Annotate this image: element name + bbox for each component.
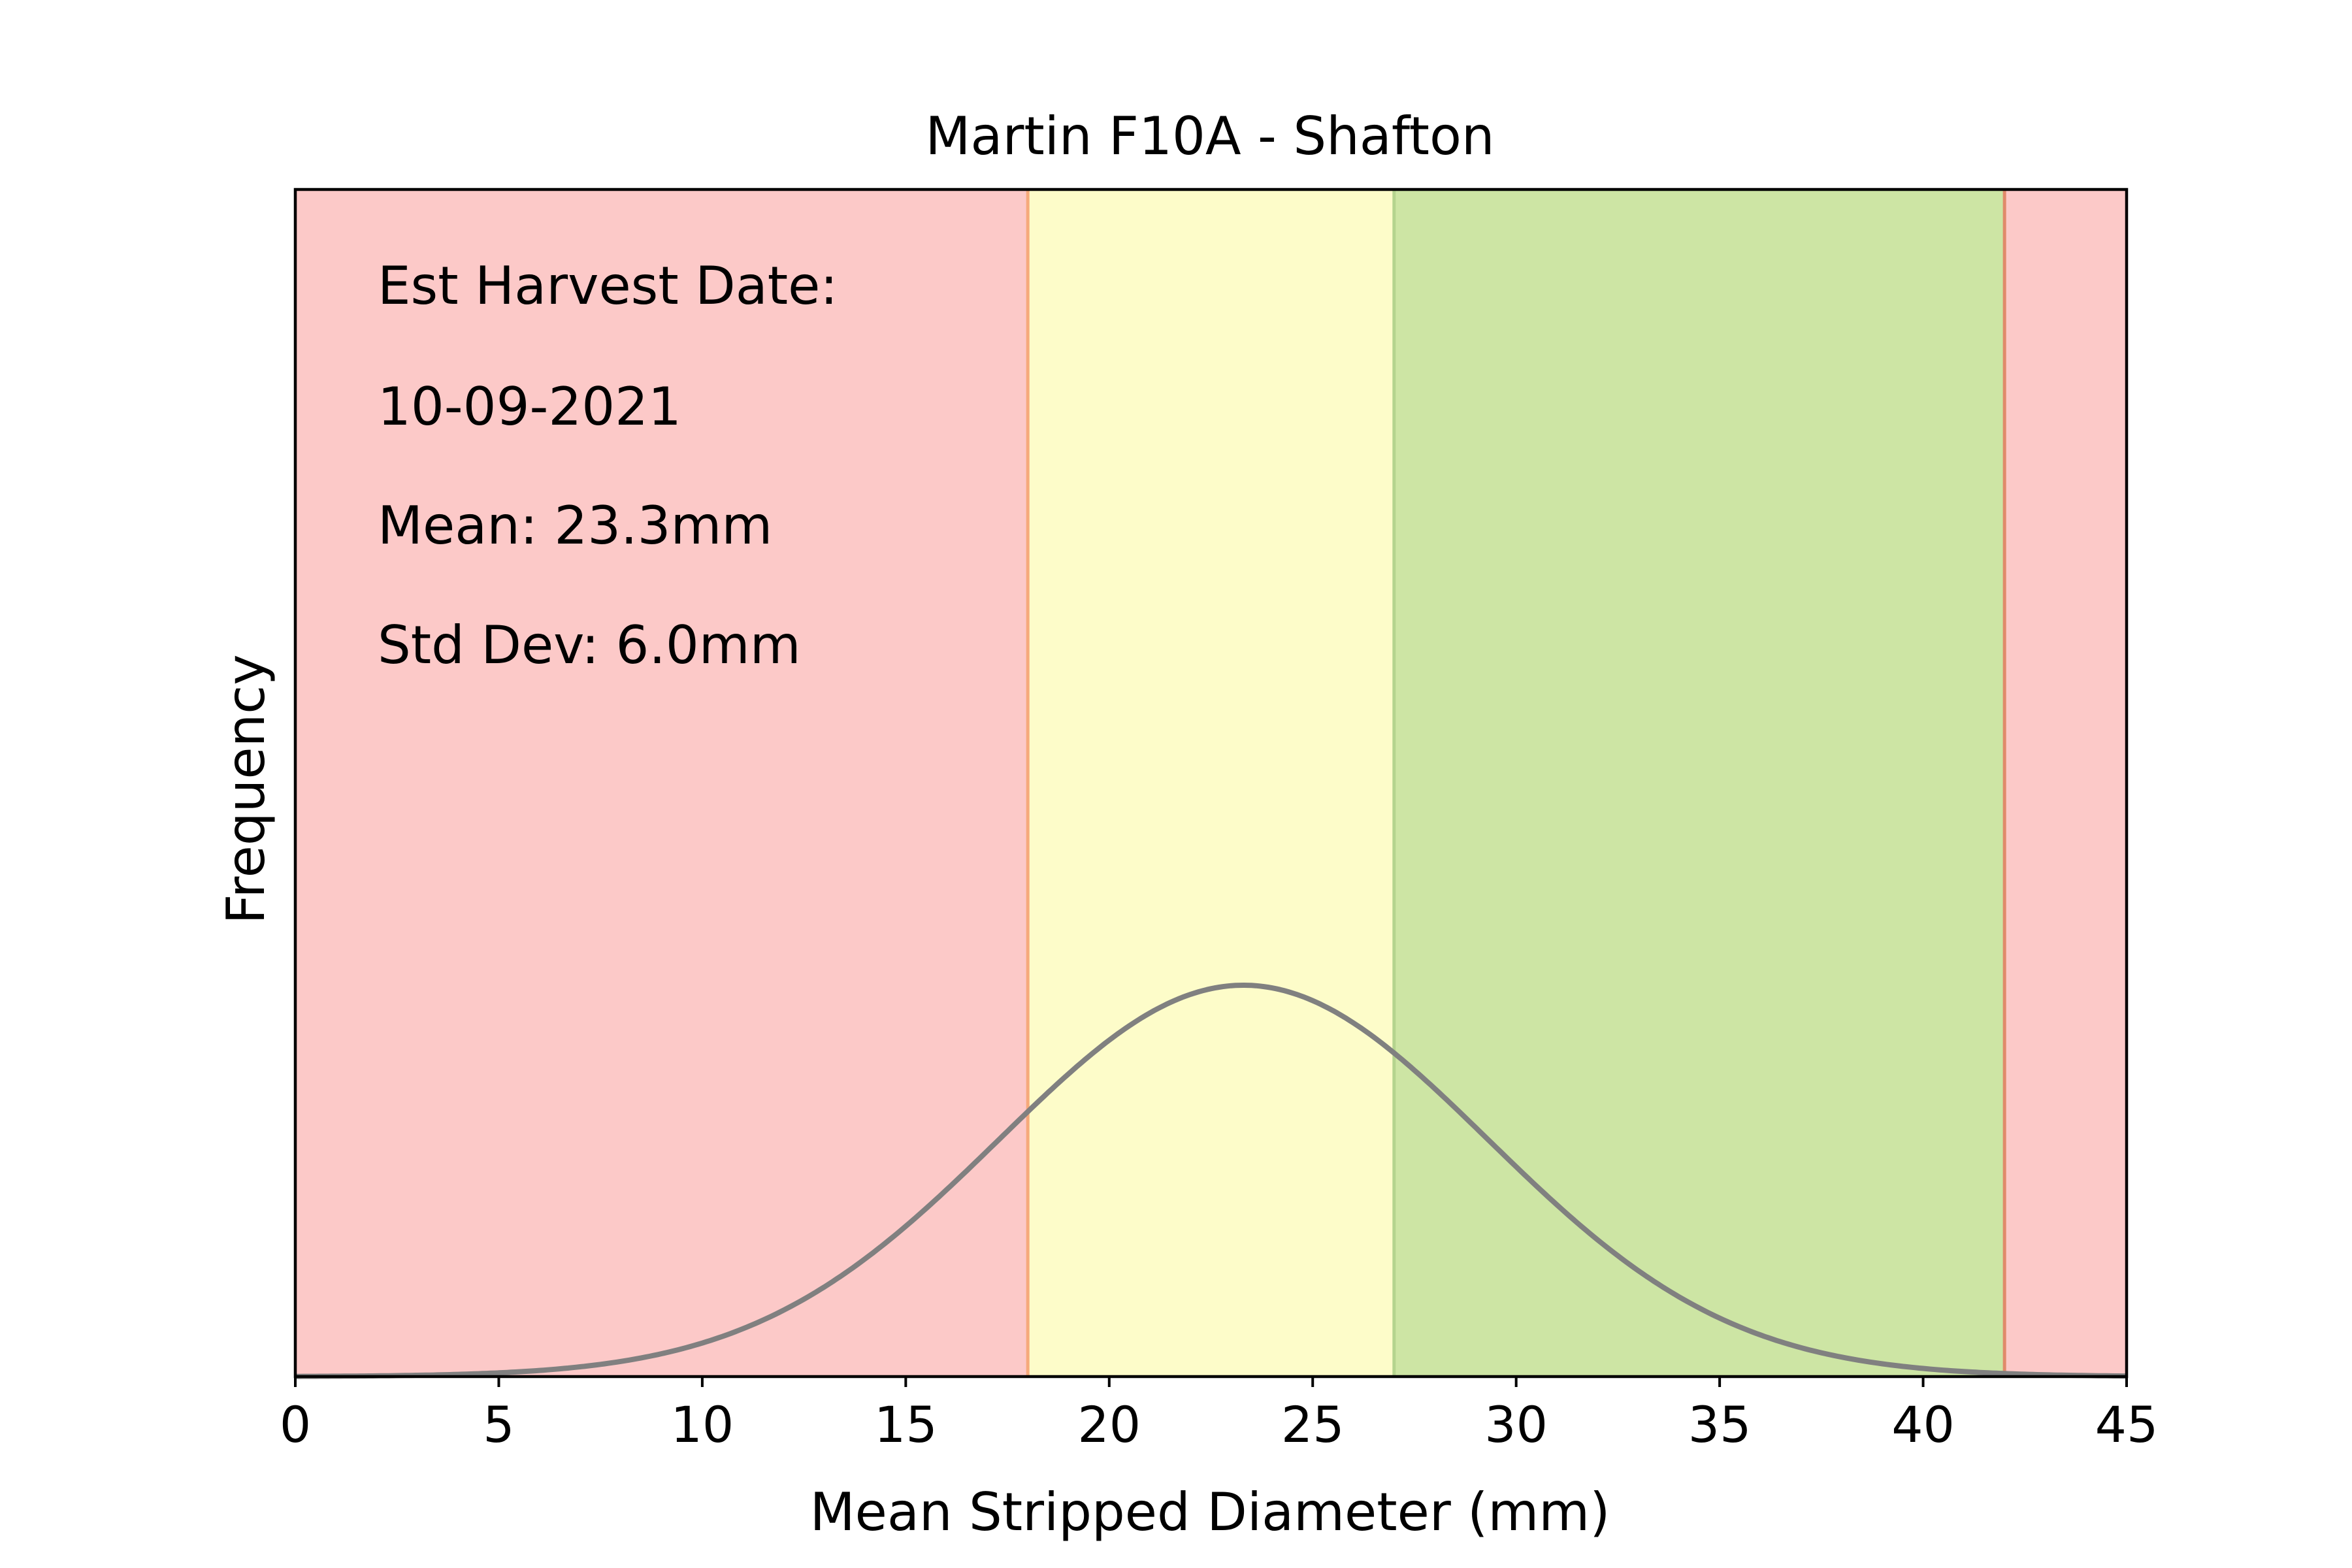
- zone-3: [2004, 189, 2127, 1377]
- x-axis-label: Mean Stripped Diameter (mm): [810, 1482, 1610, 1543]
- zone-1: [1028, 189, 1394, 1377]
- y-axis-label: Frequency: [216, 654, 276, 924]
- x-tick-label-5: 5: [483, 1396, 514, 1454]
- zone-2: [1394, 189, 2005, 1377]
- annotation-1: 10-09-2021: [378, 376, 681, 437]
- plot-frame: [293, 188, 2129, 1379]
- distribution-curve: [295, 983, 2127, 1379]
- boundaries-layer: [1026, 189, 2006, 1377]
- annotation-3: Std Dev: 6.0mm: [378, 615, 801, 676]
- zones-layer: [295, 189, 2127, 1377]
- x-tick-label-45: 45: [2095, 1396, 2159, 1454]
- x-tick-label-25: 25: [1281, 1396, 1345, 1454]
- x-tick-label-10: 10: [671, 1396, 734, 1454]
- zone-0: [295, 189, 1028, 1377]
- annotation-2: Mean: 23.3mm: [378, 495, 772, 556]
- x-tick-label-30: 30: [1484, 1396, 1548, 1454]
- annotations: Est Harvest Date: 10-09-2021 Mean: 23.3mm S…: [378, 255, 838, 676]
- x-tick-label-15: 15: [874, 1396, 938, 1454]
- x-ticks: 0 5 10 15 20 25 30 35 40 45: [280, 1377, 2159, 1454]
- x-tick-label-40: 40: [1891, 1396, 1955, 1454]
- x-tick-label-0: 0: [280, 1396, 311, 1454]
- x-tick-label-20: 20: [1077, 1396, 1141, 1454]
- x-tick-label-35: 35: [1688, 1396, 1752, 1454]
- chart-title: Martin F10A - Shafton: [925, 106, 1494, 167]
- annotation-0: Est Harvest Date:: [378, 255, 838, 316]
